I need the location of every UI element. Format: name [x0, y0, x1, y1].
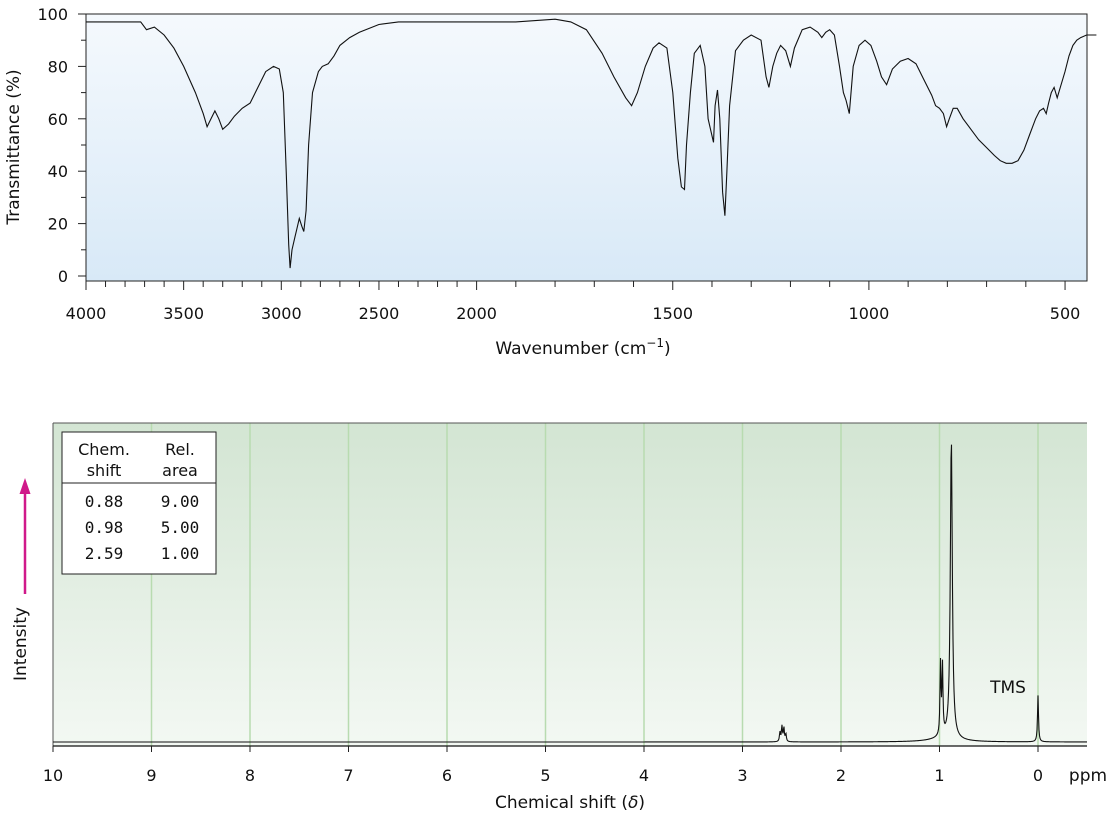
nmr-x-axis-unit: ppm — [1069, 766, 1107, 786]
intensity-arrow — [19, 478, 31, 594]
nmr-x-tick-label: 1 — [934, 766, 944, 785]
nmr-axis-ticks: 10 9 8 7 6 5 4 3 2 1 0 — [43, 746, 1043, 785]
ir-transmittance-line — [86, 18, 1097, 269]
ir-x-tick-label: 2500 — [359, 304, 400, 323]
ir-x-tick-label: 2000 — [456, 304, 497, 323]
nmr-x-tick-label: 6 — [442, 766, 452, 785]
nmr-x-tick-label: 9 — [146, 766, 156, 785]
ir-y-tick-label: 40 — [48, 162, 68, 181]
nmr-x-tick-label: 10 — [43, 766, 63, 785]
nmr-grid — [150, 423, 1039, 746]
nmr-x-tick-label: 5 — [540, 766, 550, 785]
table-header-area-line2: area — [162, 461, 198, 480]
nmr-spectrum-line — [53, 444, 1087, 743]
nmr-x-tick-label: 2 — [836, 766, 846, 785]
table-cell-area: 5.00 — [161, 518, 200, 537]
ir-y-tick-label: 80 — [48, 57, 68, 76]
nmr-x-tick-label: 4 — [639, 766, 649, 785]
nmr-x-tick-label: 0 — [1033, 766, 1043, 785]
ir-x-tick-label: 3000 — [261, 304, 302, 323]
ir-y-tick-label: 60 — [48, 110, 68, 129]
table-cell-area: 9.00 — [161, 492, 200, 511]
ir-plot-area — [85, 13, 1088, 282]
ir-y-tick-label: 0 — [58, 267, 68, 286]
ir-x-axis-unit-exponent: −1 — [646, 336, 664, 350]
tms-label: TMS — [989, 678, 1026, 698]
nmr-x-axis-label: Chemical shift (δ) — [495, 793, 645, 813]
ir-spectrum-chart: 4000 3500 3000 2500 2000 1500 1000 500 0 20 40 60 80… — [4, 5, 1097, 359]
table-cell-shift: 0.98 — [85, 518, 124, 537]
table-header-shift-line2: shift — [87, 461, 122, 480]
table-cell-shift: 2.59 — [85, 544, 124, 563]
nmr-x-tick-label: 7 — [343, 766, 353, 785]
ir-x-tick-label: 4000 — [66, 304, 107, 323]
ir-x-tick-label: 1500 — [652, 304, 693, 323]
ir-x-tick-label: 1000 — [849, 304, 890, 323]
nmr-x-tick-label: 3 — [737, 766, 747, 785]
nmr-y-axis-label: Intensity — [11, 607, 31, 681]
ir-x-tick-label: 500 — [1050, 304, 1081, 323]
ir-y-axis-label: Transmittance (%) — [4, 69, 24, 225]
nmr-x-tick-label: 8 — [245, 766, 255, 785]
ir-y-tick-label: 20 — [48, 215, 68, 234]
table-cell-area: 1.00 — [161, 544, 200, 563]
table-cell-shift: 0.88 — [85, 492, 124, 511]
nmr-spectrum-chart: 10 9 8 7 6 5 4 3 2 1 0 Chem. shift Rel. area 0.88 … — [11, 422, 1107, 813]
ir-y-tick-label: 100 — [37, 5, 68, 24]
table-box — [61, 431, 217, 575]
ir-x-axis-label: Wavenumber (cm−1) — [495, 336, 670, 359]
ir-x-tick-label: 3500 — [163, 304, 204, 323]
nmr-plot-area — [53, 423, 1087, 746]
ir-axis-ticks: 4000 3500 3000 2500 2000 1500 1000 500 0 20 40 60 80… — [37, 5, 1080, 323]
table-header-area-line1: Rel. — [165, 440, 195, 459]
shift-area-table: Chem. shift Rel. area 0.88 9.00 0.98 5.0… — [61, 431, 217, 575]
table-header-shift-line1: Chem. — [78, 440, 130, 459]
